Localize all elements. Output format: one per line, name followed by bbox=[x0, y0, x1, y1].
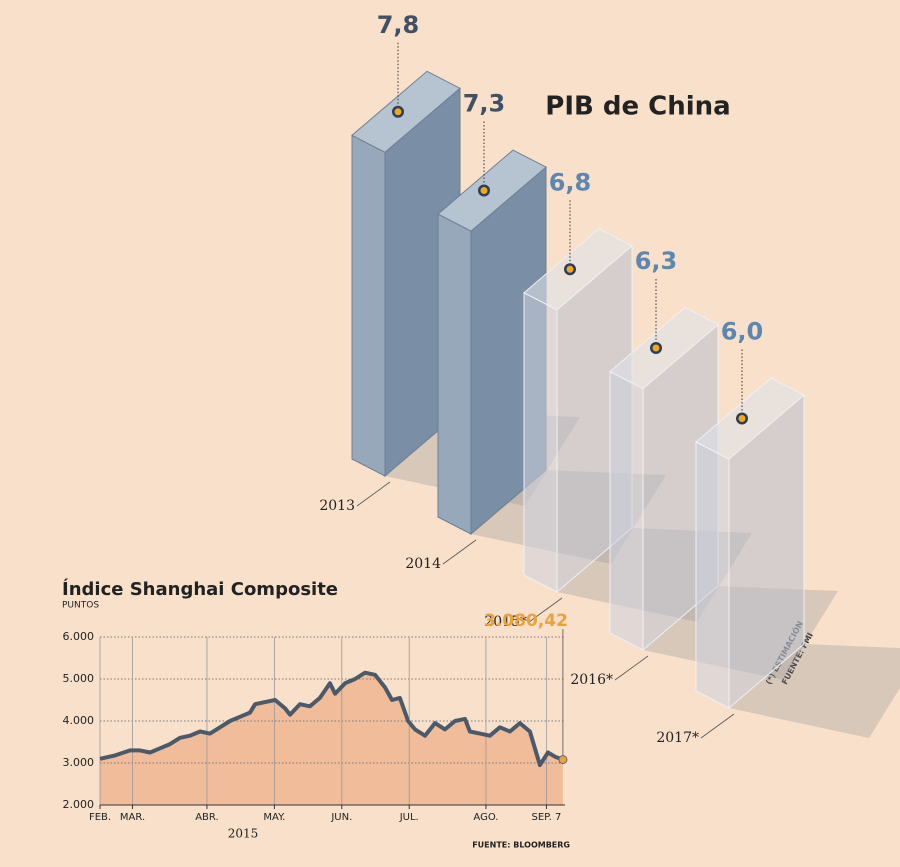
value-dot-center bbox=[394, 108, 402, 116]
bar-face-top bbox=[609, 307, 719, 390]
line bbox=[99, 670, 564, 768]
value-dot-center bbox=[566, 265, 574, 273]
bar-face-top bbox=[695, 377, 805, 460]
bar-face-top bbox=[351, 70, 461, 153]
value-label: 6,3 bbox=[635, 247, 678, 275]
category-leader bbox=[442, 539, 477, 565]
value-label: 6,0 bbox=[721, 318, 764, 346]
x-tick-label: FEB. bbox=[89, 812, 111, 823]
y-tick-label: 6.000 bbox=[63, 630, 95, 643]
category-label: 2013 bbox=[319, 498, 355, 514]
y-tick-label: 2.000 bbox=[63, 798, 95, 811]
x-tick-label: JUL. bbox=[399, 812, 419, 823]
source: FUENTE: BLOOMBERG bbox=[472, 841, 570, 850]
x-tick-label: ABR. bbox=[195, 812, 218, 823]
chart-subtitle: PUNTOS bbox=[62, 601, 99, 611]
value-dot-center bbox=[480, 187, 488, 195]
chart-title: PIB de China bbox=[545, 92, 730, 122]
y-tick-label: 5.000 bbox=[63, 672, 95, 685]
x-tick-label: SEP. 7 bbox=[531, 812, 561, 823]
category-leader bbox=[700, 713, 735, 739]
area bbox=[100, 672, 563, 805]
x-axis-label: 2015 bbox=[228, 827, 259, 841]
bar-face-left bbox=[523, 291, 558, 593]
category-label: 2015* bbox=[484, 614, 527, 630]
category-leader bbox=[356, 481, 391, 507]
category-label: 2014 bbox=[405, 556, 441, 572]
bar-face-left bbox=[351, 134, 386, 477]
x-tick-label: AGO. bbox=[473, 812, 498, 823]
value-label: 6,8 bbox=[549, 168, 592, 196]
bar-shadow bbox=[729, 644, 900, 738]
bar-chart: 7,8 2013 7,3 2014 6,8 2015* 6,3 2016* 6,0 2017* bbox=[319, 11, 900, 746]
bar-face-top bbox=[523, 228, 633, 311]
value-label: 7,8 bbox=[377, 11, 420, 39]
category-label: 2017* bbox=[656, 730, 699, 746]
y-tick-label: 3.000 bbox=[63, 756, 95, 769]
bar-face-left bbox=[609, 370, 644, 651]
bar-face-left bbox=[437, 213, 472, 535]
bar-face-left bbox=[695, 441, 730, 709]
chart-title: Índice Shanghai Composite bbox=[62, 578, 338, 600]
bar-face-top bbox=[437, 149, 547, 232]
category-label: 2016* bbox=[570, 672, 613, 688]
x-tick-label: MAR. bbox=[120, 812, 145, 823]
category-leader bbox=[614, 655, 649, 681]
x-tick-label: JUN. bbox=[330, 812, 352, 823]
value-label: 7,3 bbox=[463, 90, 506, 118]
x-tick-label: MAY. bbox=[263, 812, 285, 823]
y-tick-label: 4.000 bbox=[63, 714, 95, 727]
value-dot-center bbox=[652, 344, 660, 352]
value-dot-center bbox=[738, 415, 746, 422]
category-leader bbox=[528, 597, 563, 623]
last-value-label: 3.080,42 bbox=[484, 611, 568, 631]
last-point bbox=[558, 755, 568, 765]
